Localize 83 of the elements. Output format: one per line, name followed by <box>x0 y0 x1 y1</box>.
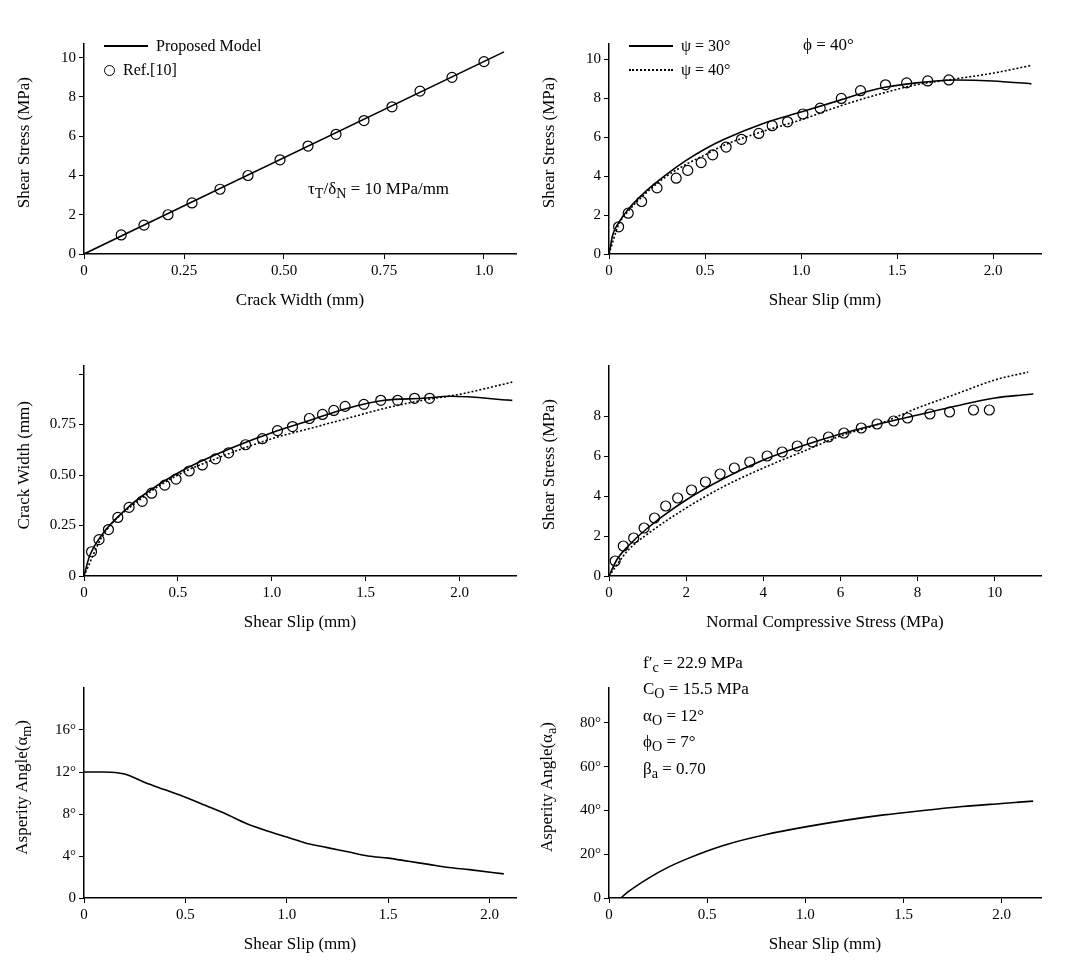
annotation: ϕ = 40° <box>803 34 854 55</box>
x-tick-label: 0 <box>80 905 88 922</box>
annotation: τ$_{T}$/δ$_{N}$ = 10 MPa/mm <box>308 178 450 204</box>
x-tick-label: 0 <box>605 905 613 922</box>
annotation: ϕ$_{O}$ = 7° <box>643 731 697 757</box>
y-axis-title: Shear Stress (MPa) <box>14 77 34 209</box>
y-tick-label: 0 <box>593 566 601 583</box>
y-tick-label: 10 <box>61 48 76 65</box>
y-tick-label: 0 <box>68 566 76 583</box>
y-tick-label: 8 <box>68 87 76 104</box>
y-tick-label: 0 <box>68 244 76 261</box>
x-tick-label: 0.75 <box>370 261 398 278</box>
x-tick-label: 2.0 <box>450 583 470 600</box>
y-tick-label: 8° <box>62 804 76 821</box>
x-tick-label: 1.0 <box>791 261 811 278</box>
x-tick-label: 0.25 <box>170 261 198 278</box>
y-tick-label: 16° <box>55 720 76 737</box>
x-tick-label: 1.0 <box>262 583 282 600</box>
y-tick-label: 0.25 <box>49 516 76 533</box>
y-tick-label: 2 <box>593 526 601 543</box>
x-axis-title: Shear Slip (mm) <box>767 934 883 954</box>
y-tick-label: 0 <box>593 888 601 905</box>
x-tick-label: 2.0 <box>480 905 500 922</box>
x-tick-label: 0.50 <box>270 261 298 278</box>
annotation: α$_{O}$ = 12° <box>643 704 706 731</box>
x-axis-title: Shear Slip (mm) <box>242 934 358 954</box>
legend-label: ψ = 30° <box>681 37 731 55</box>
x-tick-label: 4 <box>759 583 768 600</box>
x-axis-title: Shear Slip (mm) <box>242 612 358 632</box>
y-tick-label: 8 <box>593 89 601 106</box>
annotation: β$_{a}$ = 0.70 <box>643 757 707 783</box>
y-tick-label: 2 <box>593 206 601 223</box>
x-tick-label: 0 <box>80 261 88 278</box>
x-tick-label: 0.5 <box>176 905 195 922</box>
x-tick-label: 1.0 <box>795 905 815 922</box>
y-tick-label: 6 <box>593 128 602 145</box>
y-tick-label: 80° <box>580 713 601 730</box>
x-tick-label: 0.5 <box>168 583 188 600</box>
y-tick-label: 4 <box>593 167 602 184</box>
x-tick-label: 1.0 <box>277 905 297 922</box>
y-tick-label: 20° <box>580 845 601 862</box>
x-tick-label: 0 <box>605 261 613 278</box>
x-tick-label: 8 <box>913 583 922 600</box>
x-tick-label: 1.0 <box>474 261 494 278</box>
y-tick-label: 10 <box>586 50 601 67</box>
x-tick-label: 1.5 <box>378 905 398 922</box>
legend-label: Ref.[10] <box>123 61 177 79</box>
x-tick-label: 0.5 <box>697 905 717 922</box>
y-tick-label: 4 <box>593 486 602 503</box>
y-tick-label: 0.50 <box>49 465 76 482</box>
y-tick-label: 0 <box>593 244 601 261</box>
y-axis-title: Shear Stress (MPa) <box>539 77 559 209</box>
x-tick-label: 2 <box>682 583 690 600</box>
y-axis-title: Shear Stress (MPa) <box>539 399 559 531</box>
x-tick-label: 6 <box>836 583 845 600</box>
annotation: C$_{O}$ = 15.5 MPa <box>643 678 749 704</box>
legend-label: ψ = 40° <box>681 61 731 79</box>
x-axis-title: Shear Slip (mm) <box>767 290 883 310</box>
y-tick-label: 4 <box>68 166 77 183</box>
x-axis-title: Normal Compressive Stress (MPa) <box>705 612 945 632</box>
x-tick-label: 0 <box>605 583 613 600</box>
x-tick-label: 10 <box>987 583 1003 600</box>
x-tick-label: 2.0 <box>992 905 1012 922</box>
y-tick-label: 6 <box>68 127 77 144</box>
x-tick-label: 0.5 <box>695 261 715 278</box>
y-tick-label: 2 <box>68 205 76 222</box>
x-tick-label: 1.5 <box>894 905 913 922</box>
y-tick-label: 40° <box>580 801 601 818</box>
text: f′$_{c}$ = 22.9 MPa <box>643 652 744 678</box>
y-axis-title: Crack Width (mm) <box>14 400 34 530</box>
x-tick-label: 1.5 <box>887 261 907 278</box>
y-tick-label: 12° <box>55 762 76 779</box>
y-tick-label: 0.75 <box>49 415 76 432</box>
x-tick-label: 2.0 <box>983 261 1003 278</box>
y-tick-label: 60° <box>580 757 601 774</box>
y-tick-label: 0 <box>68 888 76 905</box>
x-tick-label: 0 <box>80 583 88 600</box>
x-axis-title: Crack Width (mm) <box>234 290 366 310</box>
legend-label: Proposed Model <box>156 37 262 55</box>
x-tick-label: 1.5 <box>356 583 376 600</box>
y-tick-label: 6 <box>593 446 602 463</box>
y-tick-label: 8 <box>593 406 601 423</box>
y-tick-label: 4° <box>62 846 76 863</box>
